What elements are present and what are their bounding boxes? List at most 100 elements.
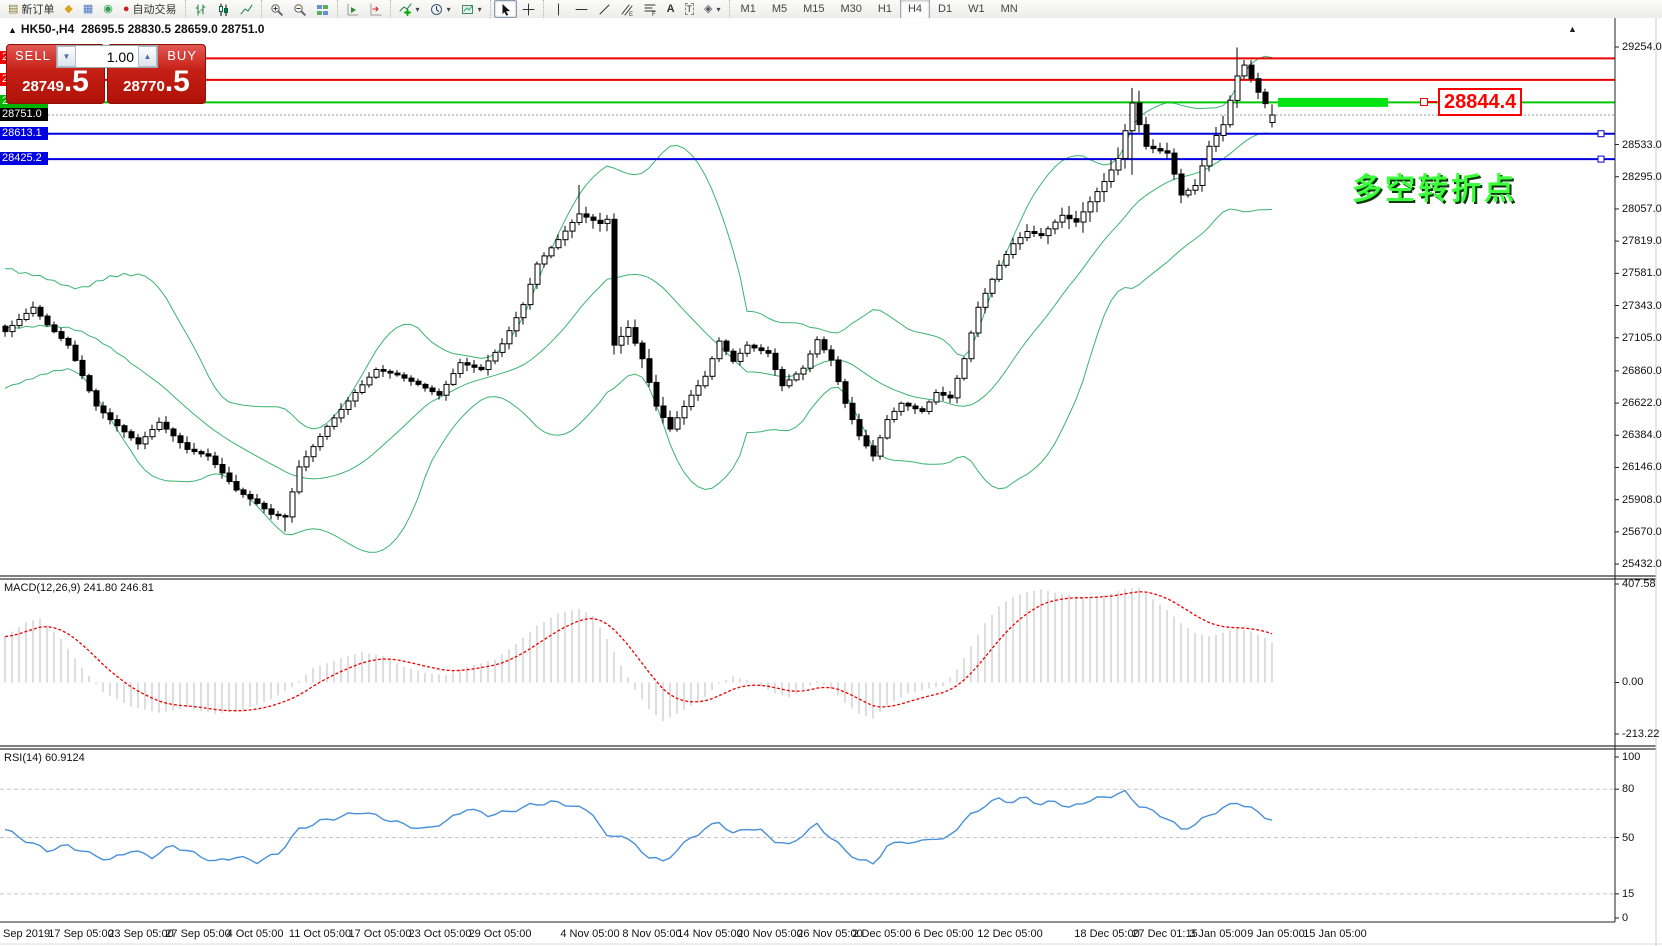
horizontal-line-button[interactable]	[570, 0, 593, 18]
metaquotes-button[interactable]: ◆	[59, 0, 77, 18]
ohlc-values: 28695.5 28830.5 28659.0 28751.0	[80, 22, 265, 36]
timeframe-m1[interactable]: M1	[740, 3, 756, 15]
axis-tick-label: 26146.0	[1622, 461, 1662, 474]
bar-chart-button[interactable]	[189, 0, 212, 18]
volume-increase-button[interactable]: ▲	[138, 46, 157, 67]
trendline-button[interactable]	[593, 0, 616, 18]
turning-point-annotation[interactable]: 多空转折点	[1352, 173, 1517, 206]
indicators-icon	[399, 3, 412, 16]
line-chart-button[interactable]	[235, 0, 258, 18]
axis-tick-label: 25908.0	[1622, 493, 1662, 506]
date-label: 27 Dec 01:15	[1132, 928, 1198, 940]
new-chart-icon: ▦	[82, 3, 94, 15]
scroll-to-end-marker[interactable]: ▲	[1568, 24, 1577, 34]
cursor-button[interactable]	[493, 0, 517, 18]
axis-tick-label: 80	[1622, 783, 1635, 796]
axis-tick-label: 15	[1622, 887, 1635, 900]
date-label: 11 Oct 05:00	[288, 928, 352, 940]
axis-tick-label: 407.58	[1622, 578, 1656, 590]
toolbar-group: ▾ ▾ ▾	[389, 0, 490, 18]
buy-price: 28770.5	[123, 65, 190, 98]
dropdown-arrow-icon[interactable]: ▾	[415, 4, 420, 14]
timeframe-d1[interactable]: D1	[938, 3, 953, 15]
fibonacci-button[interactable]: F	[639, 0, 662, 18]
axis-tick-label: 27581.0	[1622, 267, 1662, 280]
text-label-icon: T	[684, 3, 695, 15]
new-order-button[interactable]: ▤ 新订单	[3, 0, 59, 18]
dropdown-arrow-icon[interactable]: ▾	[477, 4, 482, 14]
auto-trading-button[interactable]: ● 自动交易	[118, 0, 182, 18]
vertical-line-button[interactable]	[547, 0, 570, 18]
timeframe-m5[interactable]: M5	[771, 3, 788, 15]
new-order-icon: ▤	[8, 3, 19, 15]
chart-shift-button[interactable]	[364, 0, 387, 18]
axis-tick-label: 0	[1622, 912, 1629, 924]
text-label-button[interactable]: T	[680, 0, 700, 18]
axis-tick-label: 0.00	[1622, 676, 1644, 689]
timeframe-m15[interactable]: M15	[803, 3, 825, 15]
candlestick-chart-button[interactable]	[212, 0, 235, 18]
zoom-in-button[interactable]	[265, 0, 288, 18]
crosshair-button[interactable]	[517, 0, 540, 18]
indicators-button[interactable]: ▾	[394, 0, 425, 18]
date-label: 23 Oct 05:00	[408, 928, 472, 940]
trendline-icon	[598, 3, 611, 16]
new-order-button-label: 新订单	[21, 4, 55, 16]
timeframe-h1[interactable]: H1	[877, 3, 892, 15]
market-watch-button[interactable]: ◉	[98, 0, 118, 18]
price-callout-anchor	[1420, 98, 1428, 107]
auto-trading-icon: ●	[122, 3, 130, 15]
timeframe-w1[interactable]: W1	[968, 3, 985, 15]
zoom-out-button[interactable]	[288, 0, 311, 18]
symbol-name: HK50-,H4	[20, 22, 75, 36]
collapse-marker-icon[interactable]: ▲	[8, 25, 17, 35]
auto-trading-button-label: 自动交易	[132, 4, 177, 16]
timeframe-mn[interactable]: MN	[1000, 3, 1018, 15]
axis-tick-label: 25670.0	[1622, 525, 1662, 538]
arrows-button[interactable]: ◈ ▾	[699, 0, 725, 18]
date-label: 29 Oct 05:00	[468, 928, 532, 940]
timeframe-h4[interactable]: H4	[899, 0, 931, 19]
zoom-out-icon	[293, 3, 306, 16]
toolbar-group	[184, 0, 261, 18]
date-label: 3 Jan 05:00	[1189, 928, 1247, 940]
volume-input[interactable]	[76, 46, 138, 67]
date-label: 1 Sep 2019	[0, 928, 51, 940]
auto-scroll-icon	[346, 3, 359, 16]
dropdown-arrow-icon[interactable]: ▾	[446, 4, 451, 14]
toolbar-group	[336, 0, 390, 18]
axis-tick-label: 28057.0	[1622, 202, 1662, 215]
zoom-in-icon	[270, 3, 283, 16]
dropdown-arrow-icon[interactable]: ▾	[716, 4, 721, 14]
volume-decrease-button[interactable]: ▼	[57, 46, 76, 67]
date-label: 18 Dec 05:00	[1074, 928, 1140, 940]
axis-tick-label: 25432.0	[1622, 558, 1662, 571]
tile-windows-button[interactable]	[311, 0, 334, 18]
axis-tick-label: 26622.0	[1622, 397, 1662, 410]
metaquotes-icon: ◆	[64, 3, 73, 15]
toolbar-group	[489, 0, 543, 18]
axis-tick-label: 27343.0	[1622, 299, 1662, 312]
arrows-icon: ◈	[704, 3, 713, 15]
toolbar-group: E F A T ◈ ▾	[542, 0, 729, 18]
periods-button[interactable]: ▾	[425, 0, 456, 18]
templates-button[interactable]: ▾	[456, 0, 487, 18]
date-label: 14 Nov 05:00	[677, 928, 743, 940]
toolbar: ▤ 新订单 ◆ ▦ ◉ ● 自动交易 ▾ ▾ ▾ E F A T ◈ ▾ M1 M5 M15 M30 H1 H4 D1 W1 M…	[0, 0, 1662, 19]
buy-label: BUY	[167, 48, 197, 63]
toolbar-group: ▤ 新订单 ◆ ▦ ◉ ● 自动交易	[0, 0, 185, 18]
equidistant-channel-icon: E	[621, 3, 634, 16]
equidistant-channel-button[interactable]: E	[616, 0, 639, 18]
date-label: 17 Oct 05:00	[348, 928, 412, 940]
new-chart-button[interactable]: ▦	[78, 0, 98, 18]
text-button[interactable]: A	[662, 0, 680, 18]
price-callout-box[interactable]: 28844.4	[1438, 88, 1523, 117]
market-watch-icon: ◉	[103, 3, 113, 15]
chart-shift-icon	[369, 3, 382, 16]
chart-area[interactable]: 29254.0 28533.0 28295.0 28057.0 27819.0 27581…	[0, 18, 1662, 946]
auto-scroll-button[interactable]	[341, 0, 364, 18]
timeframe-m30[interactable]: M30	[840, 3, 862, 15]
vertical-line-icon	[552, 3, 565, 16]
chart-canvas[interactable]	[0, 18, 1662, 946]
